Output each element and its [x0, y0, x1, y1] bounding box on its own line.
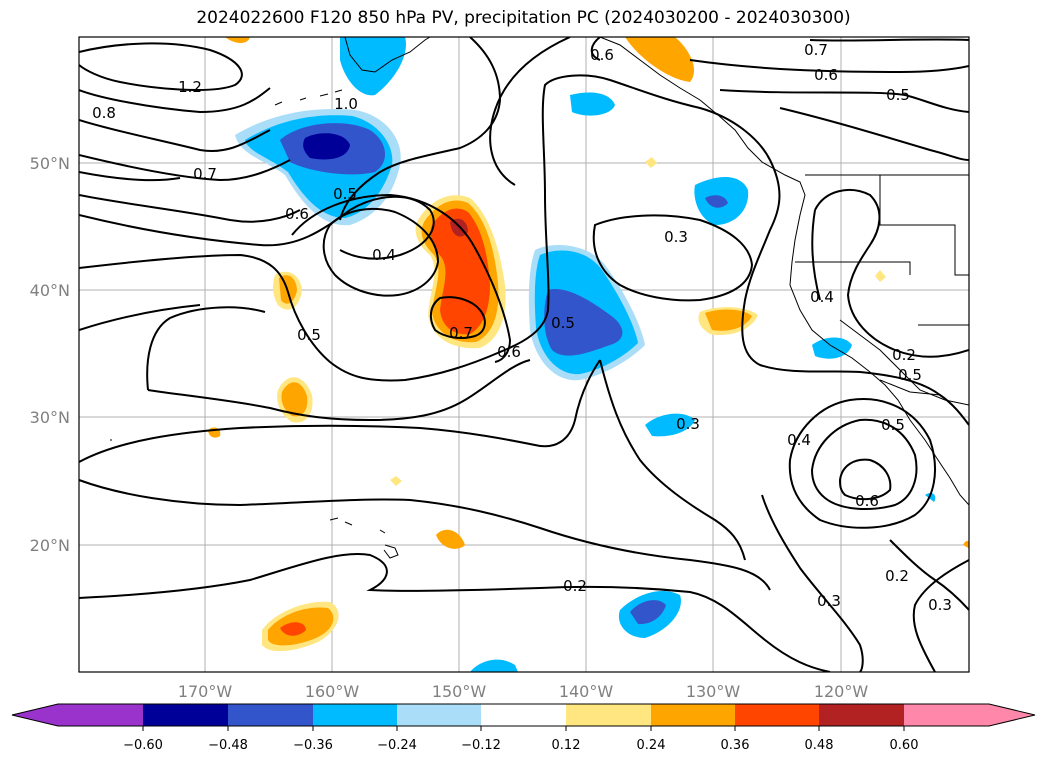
colorbar-segment [481, 704, 566, 726]
colorbar-tick: −0.24 [377, 738, 417, 753]
contour-label: 0.6 [497, 343, 521, 361]
map-title: 2024022600 F120 850 hPa PV, precipitatio… [196, 8, 851, 28]
lat-label: 40°N [30, 281, 70, 300]
colorbar-segment [313, 704, 397, 726]
colorbar-tick: −0.12 [461, 738, 501, 753]
pv-contours [79, 37, 969, 672]
contour-label: 0.3 [817, 592, 841, 610]
contour-label: 0.2 [885, 567, 909, 585]
colorbar-segment [58, 704, 143, 726]
contour-label: 0.8 [92, 104, 116, 122]
colorbar-extend-low [12, 704, 58, 726]
lon-label: 130°W [686, 682, 741, 701]
contour-label: 0.6 [855, 492, 879, 510]
lat-label: 50°N [30, 154, 70, 173]
colorbar: −0.60 −0.48 −0.36 −0.24 −0.12 0.12 0.24 … [11, 703, 1036, 753]
colorbar-tick: 0.48 [805, 738, 834, 753]
contour-label: 0.5 [886, 86, 910, 104]
colorbar-segment [143, 704, 228, 726]
colorbar-tick: 0.12 [552, 738, 581, 753]
colorbar-tick: 0.36 [721, 738, 750, 753]
contour-label: 0.7 [804, 41, 828, 59]
contour-label: 0.5 [333, 185, 357, 203]
lon-label: 160°W [305, 682, 360, 701]
contour-label: 0.5 [898, 366, 922, 384]
colorbar-tick: −0.48 [208, 738, 248, 753]
contour-label: 0.6 [285, 205, 309, 223]
contour-label: 0.7 [193, 165, 217, 183]
longitude-labels: 170°W 160°W 150°W 140°W 130°W 120°W [178, 682, 869, 701]
lon-label: 150°W [432, 682, 487, 701]
colorbar-segment [566, 704, 651, 726]
latitude-labels: 50°N 40°N 30°N 20°N [30, 154, 70, 555]
precip-shading [208, 37, 969, 672]
lat-label: 30°N [30, 408, 70, 427]
colorbar-segment [228, 704, 313, 726]
lon-label: 170°W [178, 682, 233, 701]
contour-label: 0.5 [881, 416, 905, 434]
contour-label: 0.3 [676, 415, 700, 433]
contour-label: 0.5 [297, 326, 321, 344]
lon-label: 120°W [814, 682, 869, 701]
colorbar-tick: −0.36 [293, 738, 333, 753]
contour-label: 0.3 [664, 228, 688, 246]
colorbar-tick: 0.60 [890, 738, 919, 753]
map-frame [78, 36, 970, 673]
contour-label: 0.2 [563, 577, 587, 595]
colorbar-extend-high [989, 704, 1035, 726]
contour-label: 0.7 [449, 324, 473, 342]
contour-label: 1.2 [178, 78, 202, 96]
contour-label: 0.5 [551, 314, 575, 332]
lon-label: 140°W [559, 682, 614, 701]
colorbar-segment [397, 704, 481, 726]
colorbar-segment [819, 704, 904, 726]
colorbar-tick: 0.24 [637, 738, 666, 753]
contour-label: 0.6 [814, 66, 838, 84]
contour-labels: 1.2 0.8 1.0 0.7 0.6 0.5 0.4 0.7 0.6 0.5 … [92, 41, 952, 614]
colorbar-tick: −0.60 [123, 738, 163, 753]
colorbar-outline [11, 703, 1036, 727]
contour-label: 0.4 [787, 431, 811, 449]
contour-label: 0.6 [590, 46, 614, 64]
colorbar-segment [735, 704, 819, 726]
lat-label: 20°N [30, 536, 70, 555]
colorbar-segment [904, 704, 989, 726]
colorbar-segment [651, 704, 735, 726]
contour-label: 1.0 [334, 95, 358, 113]
contour-label: 0.4 [810, 288, 834, 306]
contour-label: 0.4 [372, 246, 396, 264]
contour-label: 0.2 [892, 346, 916, 364]
contour-label: 0.3 [928, 596, 952, 614]
